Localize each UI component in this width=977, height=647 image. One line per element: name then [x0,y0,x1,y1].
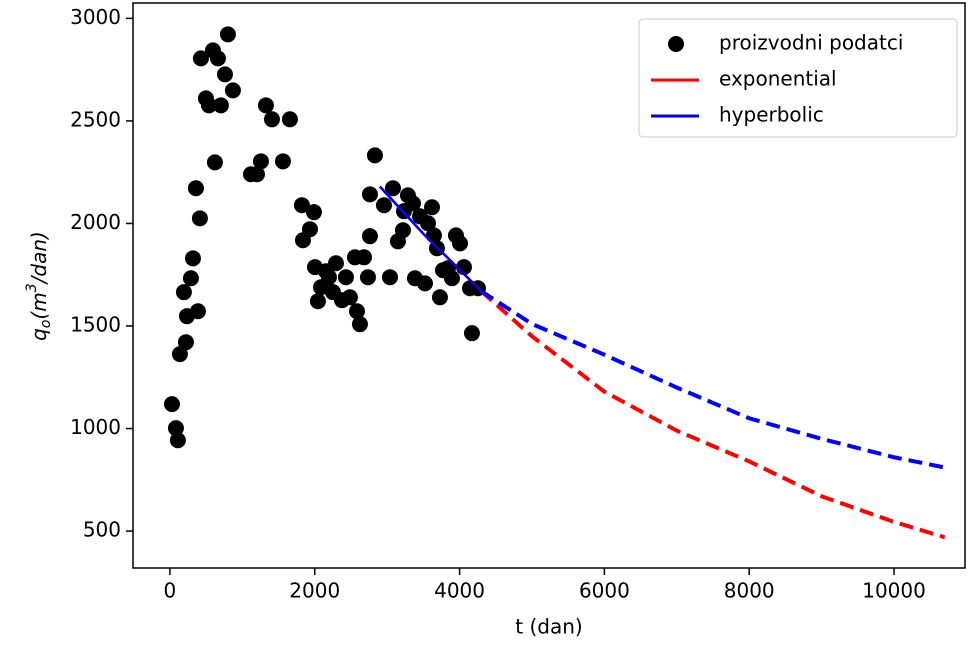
data-point [263,111,280,128]
data-point [361,186,378,203]
fit-line [480,289,946,470]
data-point [359,269,376,286]
data-point [248,166,265,183]
data-point [355,249,372,266]
data-point [187,180,204,197]
data-point [163,396,180,413]
data-point [351,316,368,333]
data-point [212,97,229,114]
data-point [327,255,344,272]
data-point [206,154,223,171]
legend-marker [668,36,684,52]
data-point [175,284,192,301]
data-point [219,26,236,43]
x-tick-label: 0 [164,579,177,603]
y-label-part: q [27,328,51,341]
legend-label: hyperbolic [719,103,824,127]
y-label-part: /dan) [27,231,51,285]
data-point [420,215,437,232]
data-point [452,235,469,252]
data-point [189,303,206,320]
y-tick-label: 500 [83,518,121,542]
y-label-part: o [38,320,54,329]
data-point [309,293,326,310]
data-point [381,269,398,286]
data-point [167,420,184,437]
data-point [431,289,448,306]
data-point [443,270,460,287]
data-point [348,303,365,320]
data-point [171,346,188,363]
data-point [301,221,318,238]
data-point [216,66,233,83]
plot-area [163,26,946,540]
legend-box [638,18,958,138]
data-point [463,325,480,342]
legend-label: proizvodni podatci [719,31,903,55]
y-label-part: (m [27,292,51,319]
data-point [394,222,411,239]
data-point [169,432,186,449]
data-point [384,180,401,197]
data-point [200,97,217,114]
data-point [252,153,269,170]
y-tick-label: 2000 [70,210,121,234]
y-tick-label: 2500 [70,107,121,131]
data-point [375,197,392,214]
y-tick-label: 1000 [70,415,121,439]
plot-frame [132,2,966,569]
data-point [293,197,310,214]
x-tick-label: 6000 [579,579,630,603]
data-point [423,199,440,216]
data-point [177,334,194,351]
data-point [337,269,354,286]
data-point [192,50,209,67]
data-point [281,111,298,128]
fit-line [379,185,483,293]
data-point [320,269,337,286]
data-point [184,250,201,267]
y-tick-label: 3000 [70,5,121,29]
x-tick-label: 4000 [434,579,485,603]
x-tick-label: 8000 [724,579,775,603]
data-point [305,204,322,221]
data-point [209,50,226,67]
data-point [182,270,199,287]
x-tick-label: 2000 [289,579,340,603]
data-point [274,153,291,170]
data-point [361,228,378,245]
x-tick-label: 10000 [862,579,926,603]
y-tick-label: 1500 [70,313,121,337]
y-axis-label: qo(m3/dan) [24,231,54,341]
data-point [416,275,433,292]
data-point [257,97,274,114]
data-point [191,210,208,227]
data-point [224,82,241,99]
y-label-part: 3 [24,283,40,292]
x-axis-label: t (dan) [515,615,582,639]
legend-label: exponential [719,67,837,91]
data-point [366,147,383,164]
data-point [404,195,421,212]
data-point [341,289,358,306]
fit-line [479,289,946,540]
